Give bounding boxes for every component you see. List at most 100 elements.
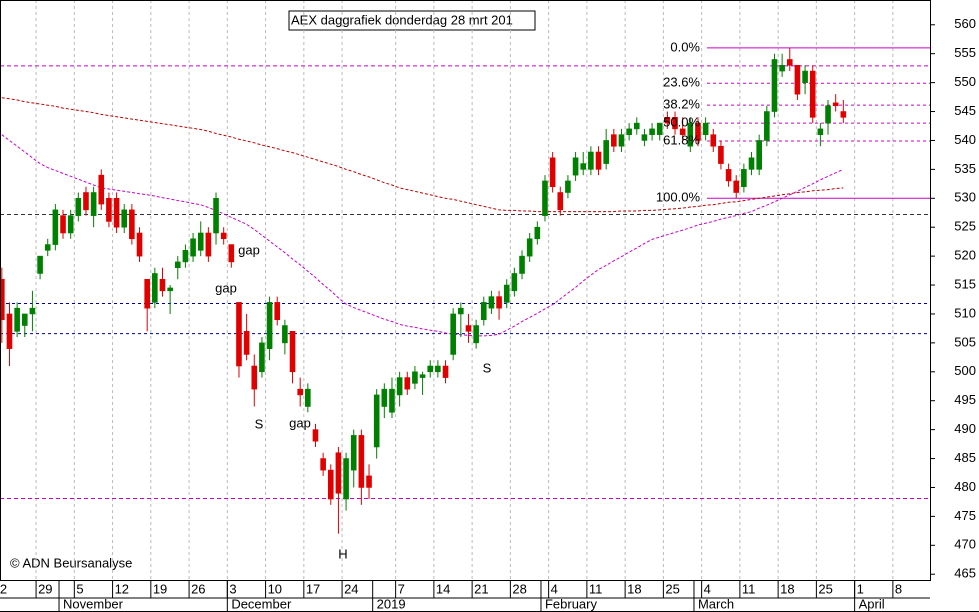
candle-body	[465, 325, 472, 332]
x-tick-label: 4	[551, 581, 558, 596]
candle-body	[549, 157, 556, 188]
candle-body	[274, 302, 281, 321]
candle-body	[603, 140, 609, 164]
candle-body	[312, 429, 319, 442]
candle-body	[98, 174, 105, 205]
candle-body	[733, 180, 740, 193]
candle-body	[702, 122, 709, 135]
x-tick-label: 3	[229, 581, 236, 596]
x-tick-label: 18	[627, 581, 641, 596]
candle-body	[710, 134, 717, 147]
candle-body	[771, 59, 778, 112]
candle-body	[565, 180, 571, 193]
x-tick-label: 18	[780, 581, 794, 596]
annotation: H	[338, 546, 347, 561]
candle-body	[480, 302, 487, 321]
candle-body	[817, 128, 824, 135]
candle-body	[695, 122, 701, 141]
candle-body	[679, 128, 686, 135]
candle-body	[297, 388, 303, 396]
candle-body	[136, 232, 143, 257]
annotation: S	[255, 416, 264, 431]
candle-body	[190, 238, 196, 257]
candle-body	[718, 145, 724, 164]
month-label: February	[545, 596, 598, 611]
candle-body	[588, 151, 594, 170]
x-tick-label: 26	[191, 581, 205, 596]
x-tick-label: 5	[76, 581, 83, 596]
candle-body	[366, 475, 372, 488]
candle-body	[832, 102, 839, 107]
candle-body	[572, 157, 579, 176]
y-tick-label: 525	[954, 219, 976, 234]
x-tick-label: 25	[665, 581, 679, 596]
candle-body	[764, 111, 770, 141]
candle-body	[327, 469, 334, 500]
candle-body	[618, 134, 625, 147]
candle-body	[809, 70, 816, 118]
x-tick-label: 25	[818, 581, 832, 596]
candle-body	[473, 325, 479, 344]
annotation: gap	[289, 415, 311, 430]
x-tick-label: 17	[306, 581, 320, 596]
candle-body	[381, 388, 388, 407]
y-tick-label: 560	[954, 16, 976, 31]
x-tick-label: 7	[398, 581, 405, 596]
candle-body	[83, 192, 89, 211]
candle-body	[121, 209, 128, 228]
candle-body	[144, 278, 150, 309]
candle-body	[251, 365, 258, 390]
candle-body	[67, 215, 74, 234]
y-tick-label: 540	[954, 132, 976, 147]
candle-body	[802, 70, 808, 83]
candle-body	[343, 458, 349, 500]
candle-body	[159, 278, 166, 292]
moving-average	[1, 134, 844, 337]
y-tick-label: 510	[954, 305, 976, 320]
candle-body	[519, 255, 525, 274]
fib-label: 100.0%	[656, 190, 701, 205]
y-tick-label: 500	[954, 363, 976, 378]
candle-body	[435, 365, 441, 373]
candle-body	[595, 151, 602, 170]
month-label: November	[63, 596, 124, 611]
x-tick-label: 8	[895, 581, 902, 596]
title-box	[288, 10, 536, 31]
x-tick-label: 29	[38, 581, 52, 596]
y-tick-label: 465	[954, 566, 976, 581]
candle-body	[641, 134, 648, 141]
candle-body	[44, 244, 51, 251]
candle-body	[266, 302, 273, 349]
candle-body	[511, 273, 518, 292]
candle-body	[725, 169, 732, 182]
candle-body	[228, 244, 235, 263]
candle-body	[664, 117, 671, 124]
candle-body	[52, 209, 59, 245]
candle-body	[542, 180, 548, 216]
candle-body	[794, 64, 801, 95]
candle-body	[6, 313, 13, 349]
candle-body	[450, 313, 456, 355]
candle-body	[534, 226, 541, 240]
candle-body	[197, 232, 204, 251]
candle-body	[580, 163, 587, 170]
candle-body	[236, 302, 242, 367]
candle-body	[60, 215, 66, 234]
annotation: S	[483, 360, 492, 375]
candle-body	[282, 325, 288, 344]
y-tick-label: 495	[954, 392, 976, 407]
candle-body	[289, 331, 296, 373]
y-tick-label: 515	[954, 276, 976, 291]
x-tick-label: 21	[474, 581, 488, 596]
candle-body	[113, 197, 120, 228]
candle-body	[320, 458, 326, 471]
candle-body	[786, 59, 793, 66]
candle-body	[611, 134, 617, 147]
x-tick-label: 4	[704, 581, 711, 596]
candle-body	[389, 388, 395, 413]
candle-body	[174, 261, 181, 268]
x-tick-label: 19	[153, 581, 167, 596]
candle-body	[396, 377, 403, 396]
